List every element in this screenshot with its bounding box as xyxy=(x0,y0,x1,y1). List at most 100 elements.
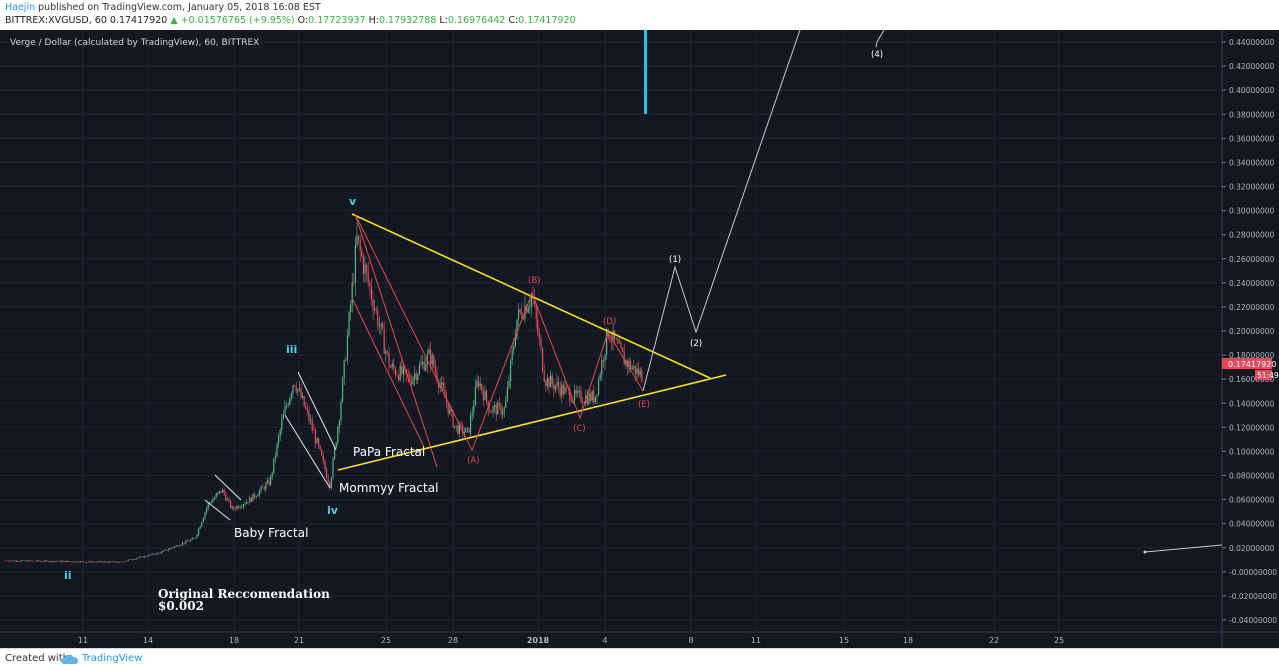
candle xyxy=(362,252,364,282)
candle-body xyxy=(321,449,323,457)
high-value: 0.17932788 xyxy=(378,15,437,26)
candle-body xyxy=(346,335,348,361)
candle xyxy=(465,428,467,433)
candle xyxy=(382,321,384,331)
candle xyxy=(409,370,411,384)
candle-body xyxy=(447,403,449,414)
candle-body xyxy=(250,497,252,502)
candle xyxy=(62,560,64,563)
candle xyxy=(135,558,137,560)
candle-body xyxy=(578,390,580,392)
candle xyxy=(52,560,54,563)
candle-body xyxy=(294,385,296,386)
candle-body xyxy=(234,508,236,510)
candle-body xyxy=(575,389,577,394)
candle xyxy=(215,491,217,499)
candle xyxy=(265,481,267,493)
last-price-label: 0.17417920 xyxy=(1228,360,1276,369)
candle xyxy=(148,554,150,557)
candle xyxy=(482,386,484,407)
candle xyxy=(113,561,115,563)
candle xyxy=(601,354,603,381)
candle xyxy=(391,359,393,370)
candle xyxy=(428,345,430,355)
candle-body xyxy=(487,401,489,411)
candle-body xyxy=(430,349,432,364)
candle-body xyxy=(569,389,571,402)
candle xyxy=(326,466,328,479)
candle xyxy=(633,359,635,372)
chart-header: Haejin published on TradingView.com, Jan… xyxy=(0,0,1279,30)
tradingview-link[interactable]: TradingView xyxy=(82,653,143,664)
candle xyxy=(479,376,481,391)
candle-body xyxy=(450,408,452,411)
candle-body xyxy=(314,431,316,444)
candle xyxy=(242,503,244,510)
candle-body xyxy=(14,560,16,562)
candle xyxy=(538,327,540,346)
candle xyxy=(290,391,292,402)
candle xyxy=(142,556,144,558)
candle xyxy=(302,392,304,400)
candle-body xyxy=(329,482,331,489)
candle xyxy=(455,425,457,432)
candle-body xyxy=(454,426,456,427)
candle-body xyxy=(303,395,305,407)
candle-body xyxy=(254,493,256,498)
candle xyxy=(380,322,382,335)
candle-body xyxy=(327,477,329,483)
candle xyxy=(54,561,56,563)
candle xyxy=(329,481,331,491)
candle-body xyxy=(230,500,232,509)
candle xyxy=(238,504,240,510)
candle-body xyxy=(401,365,403,375)
candle xyxy=(194,537,196,539)
author-link[interactable]: Haejin xyxy=(5,2,36,13)
candle xyxy=(266,477,268,485)
candle-body xyxy=(257,495,259,497)
candle xyxy=(345,356,347,362)
candle-body xyxy=(289,397,291,405)
y-tick-label: 0.02000000 xyxy=(1229,544,1275,553)
candle-body xyxy=(391,363,393,368)
candle-body xyxy=(639,371,641,376)
candle-body xyxy=(260,486,262,491)
candle-body xyxy=(164,549,166,551)
candle xyxy=(554,384,556,393)
price-chart[interactable]: Verge / Dollar (calculated by TradingVie… xyxy=(0,30,1279,648)
candle-body xyxy=(338,420,340,428)
candle-body xyxy=(138,557,140,558)
candle-body xyxy=(359,239,361,251)
candle-body xyxy=(282,413,284,420)
candle xyxy=(172,547,174,549)
candle xyxy=(337,425,339,446)
candle xyxy=(68,561,70,562)
chart-title: Verge / Dollar (calculated by TradingVie… xyxy=(10,38,259,48)
candle xyxy=(498,396,500,410)
candle-body xyxy=(628,360,630,368)
candle xyxy=(566,384,568,393)
y-tick-label: -0.00000000 xyxy=(1229,568,1277,577)
candle xyxy=(268,477,270,486)
candle xyxy=(26,559,28,562)
candle xyxy=(281,413,283,435)
candle-body xyxy=(215,494,217,498)
projection-label-1: (1) xyxy=(669,255,681,265)
candle-body xyxy=(574,389,576,401)
original-price-label: $0.002 xyxy=(158,599,204,613)
y-tick-label: 0.26000000 xyxy=(1229,255,1275,264)
y-tick-label: -0.02000000 xyxy=(1229,592,1277,601)
candle xyxy=(239,505,241,509)
candle-body xyxy=(218,490,220,493)
candle xyxy=(393,358,395,374)
candle xyxy=(204,511,206,521)
chart-area[interactable]: Verge / Dollar (calculated by TradingVie… xyxy=(0,30,1279,648)
candle-body xyxy=(220,490,222,493)
candle xyxy=(137,557,139,559)
candle xyxy=(151,553,153,555)
close-label: C: xyxy=(508,15,519,26)
candle xyxy=(177,544,179,547)
candle-body xyxy=(311,420,313,430)
candle-body xyxy=(527,308,529,313)
candle-body xyxy=(255,496,257,498)
